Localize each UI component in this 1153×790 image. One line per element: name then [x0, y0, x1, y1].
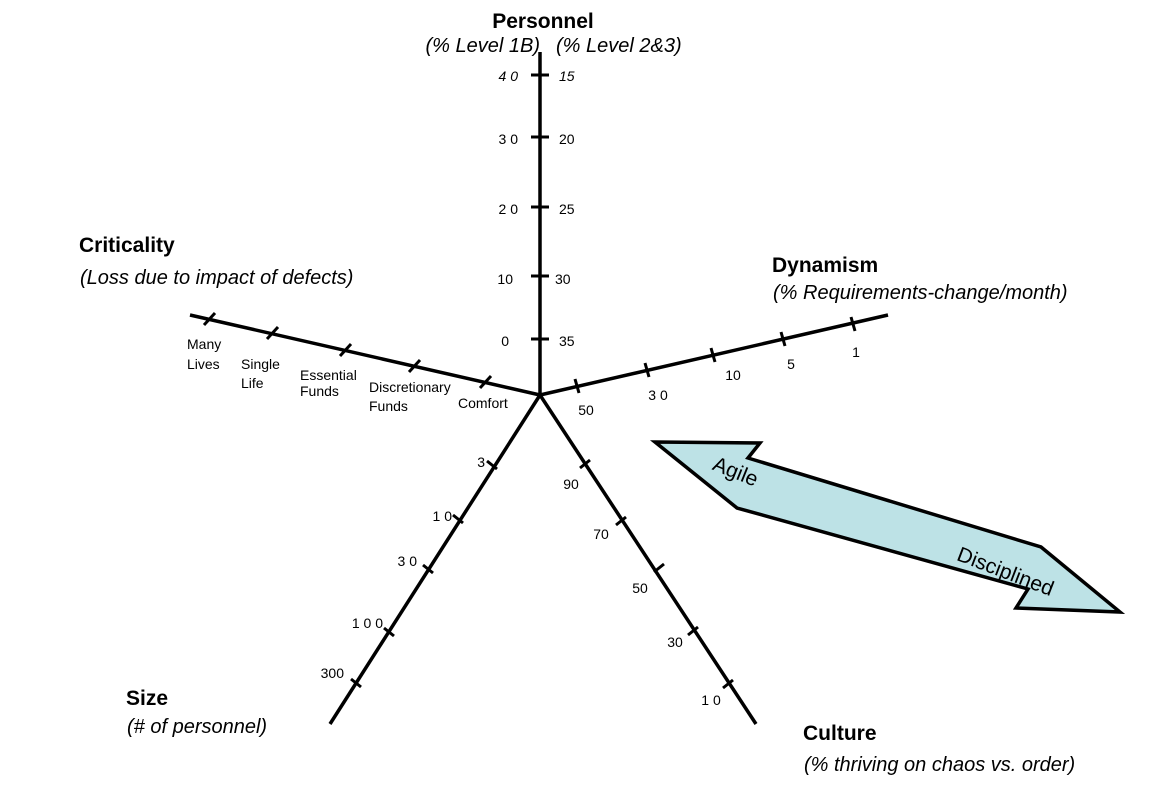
criticality-ticks — [202, 311, 493, 390]
culture-tick — [579, 458, 591, 470]
culture-tick-label: 30 — [667, 634, 683, 650]
personnel-left-tick-label: 0 — [501, 333, 509, 349]
criticality-tick-label: Comfort — [458, 395, 508, 411]
criticality-tick-label: Essential Funds — [300, 367, 357, 399]
culture-title: Culture — [803, 722, 877, 745]
personnel-left-tick-label: 10 — [497, 271, 513, 287]
size-axis-line — [328, 394, 542, 725]
criticality-tick — [407, 358, 422, 374]
culture-tick-label: 50 — [632, 580, 648, 596]
criticality-tick-labels: Many Lives Single Life Essential Funds Disc… — [187, 336, 508, 414]
culture-subtitle: (% thriving on chaos vs. order) — [804, 754, 1075, 776]
dynamism-tick — [709, 347, 717, 363]
personnel-ticks — [531, 73, 549, 341]
personnel-left-tick-label: 3 0 — [499, 131, 519, 147]
culture-tick — [722, 678, 734, 690]
size-tick — [486, 459, 498, 471]
dynamism-tick-label: 50 — [578, 402, 594, 418]
size-tick-label: 1 0 — [433, 508, 453, 524]
culture-tick-label: 70 — [593, 526, 609, 542]
culture-axis-line — [538, 394, 758, 725]
size-tick-label: 3 — [477, 454, 485, 470]
size-tick — [452, 513, 464, 525]
personnel-subtitle-right: (% Level 2&3) — [556, 35, 682, 57]
personnel-right-tick-label: 30 — [555, 271, 571, 287]
personnel-left-tick-label: 4 0 — [499, 68, 519, 84]
criticality-tick-label: Discretionary Funds — [369, 379, 451, 414]
criticality-tick — [338, 342, 353, 358]
culture-tick — [653, 562, 665, 574]
culture-tick — [615, 515, 627, 527]
criticality-tick — [478, 374, 493, 390]
dynamism-tick-label: 1 — [852, 344, 860, 360]
criticality-tick-label: Many Lives — [187, 336, 221, 372]
double-arrow-icon — [649, 440, 1126, 614]
culture-tick-labels: 90 70 50 30 1 0 — [563, 476, 721, 708]
dynamism-tick-labels: 50 3 0 10 5 1 — [578, 344, 860, 418]
agile-disciplined-arrow: Agile Disciplined — [649, 440, 1126, 614]
dynamism-tick-label: 10 — [725, 367, 741, 383]
size-tick — [422, 563, 434, 575]
size-tick-label: 3 0 — [398, 553, 418, 569]
size-tick-label: 1 0 0 — [352, 615, 383, 631]
criticality-axis-line — [189, 313, 541, 397]
personnel-right-tick-label: 20 — [559, 131, 575, 147]
size-title: Size — [126, 687, 168, 710]
criticality-title: Criticality — [79, 234, 175, 257]
personnel-right-tick-label: 35 — [559, 333, 575, 349]
dynamism-title: Dynamism — [772, 254, 878, 277]
size-tick — [350, 677, 362, 689]
dynamism-tick-label: 5 — [787, 356, 795, 372]
dynamism-subtitle: (% Requirements-change/month) — [773, 282, 1068, 304]
criticality-subtitle: (Loss due to impact of defects) — [80, 267, 353, 289]
dynamism-tick — [573, 378, 581, 394]
size-tick-label: 300 — [321, 665, 345, 681]
size-tick-labels: 3 1 0 3 0 1 0 0 300 — [321, 454, 486, 681]
dynamism-tick — [643, 362, 651, 378]
dynamism-tick — [849, 316, 857, 332]
size-subtitle: (# of personnel) — [127, 716, 267, 738]
personnel-right-tick-label: 25 — [559, 201, 575, 217]
personnel-subtitle-left: (% Level 1B) — [426, 35, 541, 57]
personnel-right-tick-labels: 15 20 25 30 35 — [555, 68, 575, 349]
dynamism-tick — [779, 331, 787, 347]
size-tick — [383, 626, 395, 638]
criticality-tick — [202, 311, 217, 327]
criticality-tick-label: Single Life — [241, 356, 280, 391]
size-ticks — [350, 459, 498, 689]
criticality-tick — [265, 325, 280, 341]
personnel-right-tick-label: 15 — [559, 68, 575, 84]
culture-tick — [687, 625, 699, 637]
dynamism-tick-label: 3 0 — [648, 387, 668, 403]
dynamism-ticks — [573, 316, 857, 394]
culture-tick-label: 1 0 — [701, 692, 721, 708]
personnel-left-tick-labels: 4 0 3 0 2 0 10 0 — [497, 68, 518, 349]
personnel-title: Personnel — [492, 10, 594, 33]
personnel-left-tick-label: 2 0 — [499, 201, 519, 217]
culture-tick-label: 90 — [563, 476, 579, 492]
culture-ticks — [579, 458, 734, 690]
